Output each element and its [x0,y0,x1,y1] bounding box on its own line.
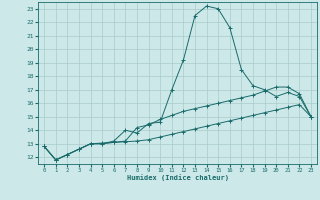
X-axis label: Humidex (Indice chaleur): Humidex (Indice chaleur) [127,175,228,181]
